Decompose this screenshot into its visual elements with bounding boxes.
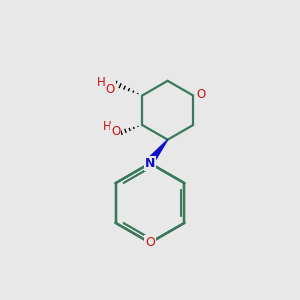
- Text: O: O: [106, 82, 115, 95]
- Text: O: O: [111, 125, 120, 138]
- Text: H: H: [103, 120, 111, 133]
- Text: O: O: [197, 88, 206, 100]
- Polygon shape: [147, 140, 168, 164]
- Text: N: N: [145, 157, 155, 170]
- Text: O: O: [145, 236, 155, 249]
- Text: H: H: [97, 76, 105, 89]
